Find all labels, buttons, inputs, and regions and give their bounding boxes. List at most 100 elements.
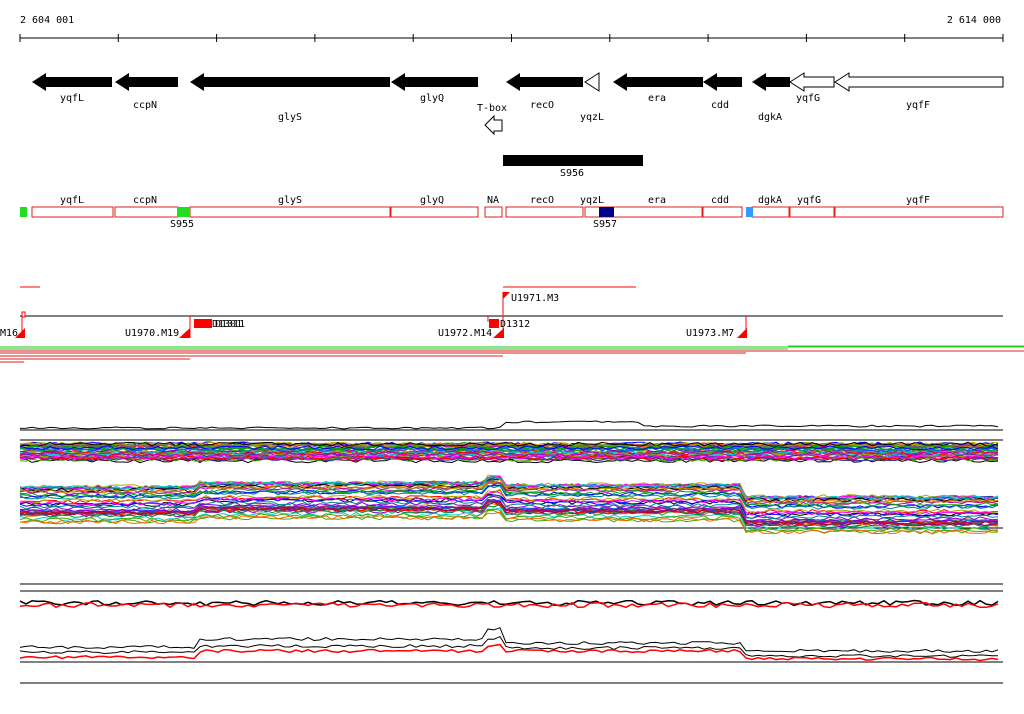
region-marker-s955[interactable]: S955: [170, 207, 194, 230]
profile-line: [19, 494, 999, 520]
gene-label: yqfF: [906, 100, 930, 111]
profile-line: [19, 643, 999, 662]
region-label: cdd: [711, 195, 729, 206]
gene-recO[interactable]: recO: [506, 73, 583, 111]
profile-line: [19, 627, 999, 653]
gene-arrow-icon: [789, 72, 835, 92]
profile-line: [19, 446, 999, 452]
start-flag-icon: [493, 328, 504, 338]
region-marker[interactable]: [20, 207, 27, 217]
profile-line: [19, 441, 999, 447]
transcript-label: M16: [0, 328, 18, 339]
profile-line: [19, 635, 999, 658]
feature-d1311[interactable]: D1311: [215, 319, 245, 330]
gene-yqfF[interactable]: yqfF: [834, 72, 1004, 111]
profile-line: [19, 504, 999, 528]
profile-line: [19, 446, 999, 452]
gene-yqfG[interactable]: yqfG: [789, 72, 835, 104]
gene-label: T-box: [477, 103, 507, 114]
transcript-u1970-m19[interactable]: U1970.M19: [125, 316, 191, 339]
gene-dgkA[interactable]: dgkA: [752, 73, 790, 123]
profile-line: [19, 478, 999, 504]
gene-arrow-icon: [506, 73, 583, 91]
profile-line: [19, 475, 999, 501]
coordinate-end: 2 614 000: [947, 15, 1001, 26]
profile-line: [19, 450, 999, 456]
profile-line: [19, 482, 999, 507]
transcript-u1972-m14[interactable]: U1972.M14: [438, 316, 504, 339]
profile-line: [19, 490, 999, 516]
region-yqfF[interactable]: yqfF: [834, 195, 1004, 218]
gene-cdd[interactable]: cdd: [703, 73, 742, 111]
profile-line: [19, 511, 999, 535]
expression-panel: [19, 420, 1003, 535]
profile-line: [19, 420, 999, 430]
start-flag-icon: [15, 328, 25, 338]
ruler-ticks: [19, 34, 1004, 42]
transcript-label: U1970.M19: [125, 328, 179, 339]
region-cdd[interactable]: cdd: [702, 195, 743, 218]
transcript-label: U1972.M14: [438, 328, 492, 339]
region-label: yqzL: [580, 195, 604, 206]
region-track: yqfL ccpN glyS glyQ NA recO yqzL era: [20, 195, 1004, 230]
region-yqfG[interactable]: yqfG: [789, 195, 835, 218]
region-dgkA[interactable]: dgkA: [751, 195, 790, 218]
feature-d1301[interactable]: D1301: [194, 319, 242, 330]
gene-track: yqfL ccpN glyS glyQ T-box recO yqzL era: [32, 72, 1004, 136]
profile-line: [19, 500, 999, 526]
coordinate-start: 2 604 001: [20, 15, 74, 26]
profile-line: [19, 456, 999, 462]
summary-panel: [19, 583, 1003, 684]
gene-ccpN[interactable]: ccpN: [115, 73, 178, 111]
region-na[interactable]: NA: [484, 195, 503, 218]
summary-profile-lines: [19, 599, 999, 662]
region-marker-s957[interactable]: S957: [593, 207, 617, 230]
transcript-label: U1973.M7: [686, 328, 734, 339]
gene-glyS[interactable]: glyS: [190, 73, 390, 123]
profile-line: [19, 454, 999, 460]
gene-label: cdd: [711, 100, 729, 111]
region-ccpN[interactable]: ccpN: [114, 195, 179, 218]
profile-line: [19, 452, 999, 458]
gene-label: recO: [530, 100, 554, 111]
marker-label: S957: [593, 219, 617, 230]
transcript-u1973-m7[interactable]: U1973.M7: [686, 316, 747, 339]
profile-line: [19, 445, 999, 451]
region-glyQ[interactable]: glyQ: [390, 195, 479, 218]
transcript-u1971-m3[interactable]: U1971.M3: [502, 286, 636, 315]
gene-label: yqfL: [60, 93, 84, 104]
feature-d1312[interactable]: D1312: [489, 319, 530, 330]
region-label: yqfG: [797, 195, 821, 206]
gene-yqfL[interactable]: yqfL: [32, 73, 112, 104]
region-era[interactable]: era: [612, 195, 703, 218]
region-label: era: [648, 195, 666, 206]
gene-arrow-icon: [834, 72, 1004, 92]
region-label: glyQ: [420, 195, 444, 206]
region-marker[interactable]: [746, 207, 753, 217]
coordinate-ruler: 2 604 001 2 614 000: [19, 15, 1004, 42]
gene-label: dgkA: [758, 112, 782, 123]
gene-label: glyQ: [420, 93, 444, 104]
region-glyS[interactable]: glyS: [189, 195, 391, 218]
start-flag-icon: [737, 328, 747, 338]
region-label: yqfL: [60, 195, 84, 206]
profile-line: [19, 501, 999, 526]
profile-line: [19, 601, 999, 609]
gene-glyQ[interactable]: glyQ: [391, 73, 478, 104]
gene-yqzL[interactable]: yqzL: [580, 72, 604, 123]
region-recO[interactable]: recO: [505, 195, 584, 218]
segment-s956[interactable]: S956: [503, 155, 643, 179]
region-yqfL[interactable]: yqfL: [31, 195, 114, 218]
transcript-track: U1971.M3 M16 U1970.M19 D1301 D1311 U1972…: [0, 286, 1003, 339]
region-label: NA: [487, 195, 499, 206]
gene-label: ccpN: [133, 100, 157, 111]
gene-t-box[interactable]: T-box: [477, 103, 507, 136]
transcript-m16[interactable]: M16: [0, 311, 26, 339]
gene-arrow-icon: [190, 73, 390, 91]
gene-arrow-icon: [115, 73, 178, 91]
gene-label: era: [648, 93, 666, 104]
feature-label: D1301: [212, 319, 242, 330]
gene-era[interactable]: era: [613, 73, 703, 104]
gene-arrow-icon: [391, 73, 478, 91]
